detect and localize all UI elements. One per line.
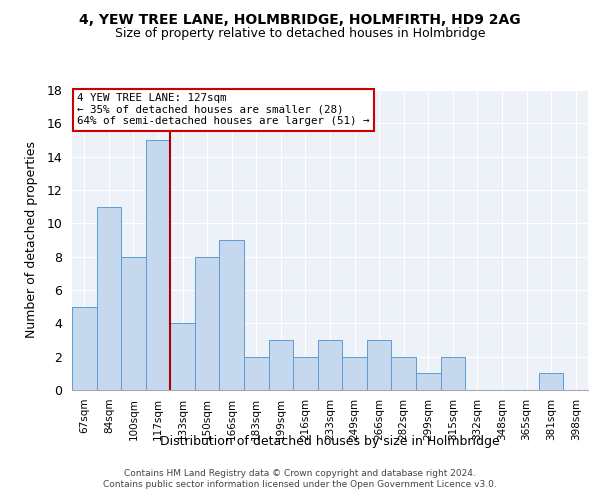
Bar: [318, 340, 342, 390]
Bar: [72, 306, 97, 390]
Bar: [539, 374, 563, 390]
Bar: [367, 340, 391, 390]
Text: Distribution of detached houses by size in Holmbridge: Distribution of detached houses by size …: [160, 435, 500, 448]
Y-axis label: Number of detached properties: Number of detached properties: [25, 142, 38, 338]
Bar: [342, 356, 367, 390]
Bar: [293, 356, 318, 390]
Bar: [440, 356, 465, 390]
Bar: [391, 356, 416, 390]
Bar: [416, 374, 440, 390]
Bar: [195, 256, 220, 390]
Text: Size of property relative to detached houses in Holmbridge: Size of property relative to detached ho…: [115, 28, 485, 40]
Bar: [146, 140, 170, 390]
Bar: [121, 256, 146, 390]
Text: Contains public sector information licensed under the Open Government Licence v3: Contains public sector information licen…: [103, 480, 497, 489]
Bar: [97, 206, 121, 390]
Text: Contains HM Land Registry data © Crown copyright and database right 2024.: Contains HM Land Registry data © Crown c…: [124, 468, 476, 477]
Text: 4, YEW TREE LANE, HOLMBRIDGE, HOLMFIRTH, HD9 2AG: 4, YEW TREE LANE, HOLMBRIDGE, HOLMFIRTH,…: [79, 12, 521, 26]
Bar: [244, 356, 269, 390]
Bar: [170, 324, 195, 390]
Text: 4 YEW TREE LANE: 127sqm
← 35% of detached houses are smaller (28)
64% of semi-de: 4 YEW TREE LANE: 127sqm ← 35% of detache…: [77, 93, 370, 126]
Bar: [269, 340, 293, 390]
Bar: [220, 240, 244, 390]
